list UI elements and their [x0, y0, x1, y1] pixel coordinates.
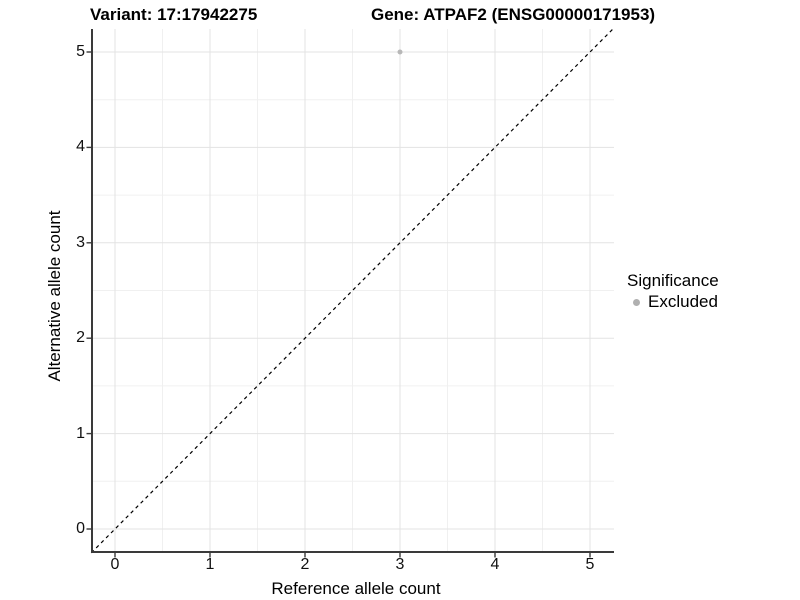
legend-point-icon	[633, 298, 640, 306]
identity-dashed-line	[90, 27, 615, 554]
y-tick-label: 3	[76, 233, 85, 251]
legend-item-excluded: Excluded	[627, 292, 719, 312]
y-tick-label: 4	[76, 138, 85, 156]
legend: Significance Excluded	[627, 270, 719, 312]
legend-title: Significance	[627, 271, 719, 290]
x-tick-label: 2	[300, 556, 310, 573]
y-tick-label: 5	[76, 43, 85, 60]
y-axis-title: Alternative allele count	[45, 210, 64, 382]
x-tick-label: 0	[110, 556, 120, 573]
gene-title: Gene: ATPAF2 (ENSG00000171953)	[371, 5, 656, 24]
y-tick-label: 1	[76, 424, 85, 442]
data-point	[397, 49, 403, 55]
variant-title: Variant: 17:17942275	[90, 5, 258, 24]
x-tick-label: 1	[205, 556, 215, 573]
x-tick-label: 4	[490, 556, 500, 573]
legend-item-label: Excluded	[648, 292, 718, 311]
x-tick-label: 5	[585, 556, 595, 573]
x-tick-label: 3	[395, 556, 405, 573]
x-axis-title: Reference allele count	[271, 579, 441, 598]
y-tick-label: 0	[76, 520, 85, 537]
y-tick-label: 2	[76, 329, 85, 347]
